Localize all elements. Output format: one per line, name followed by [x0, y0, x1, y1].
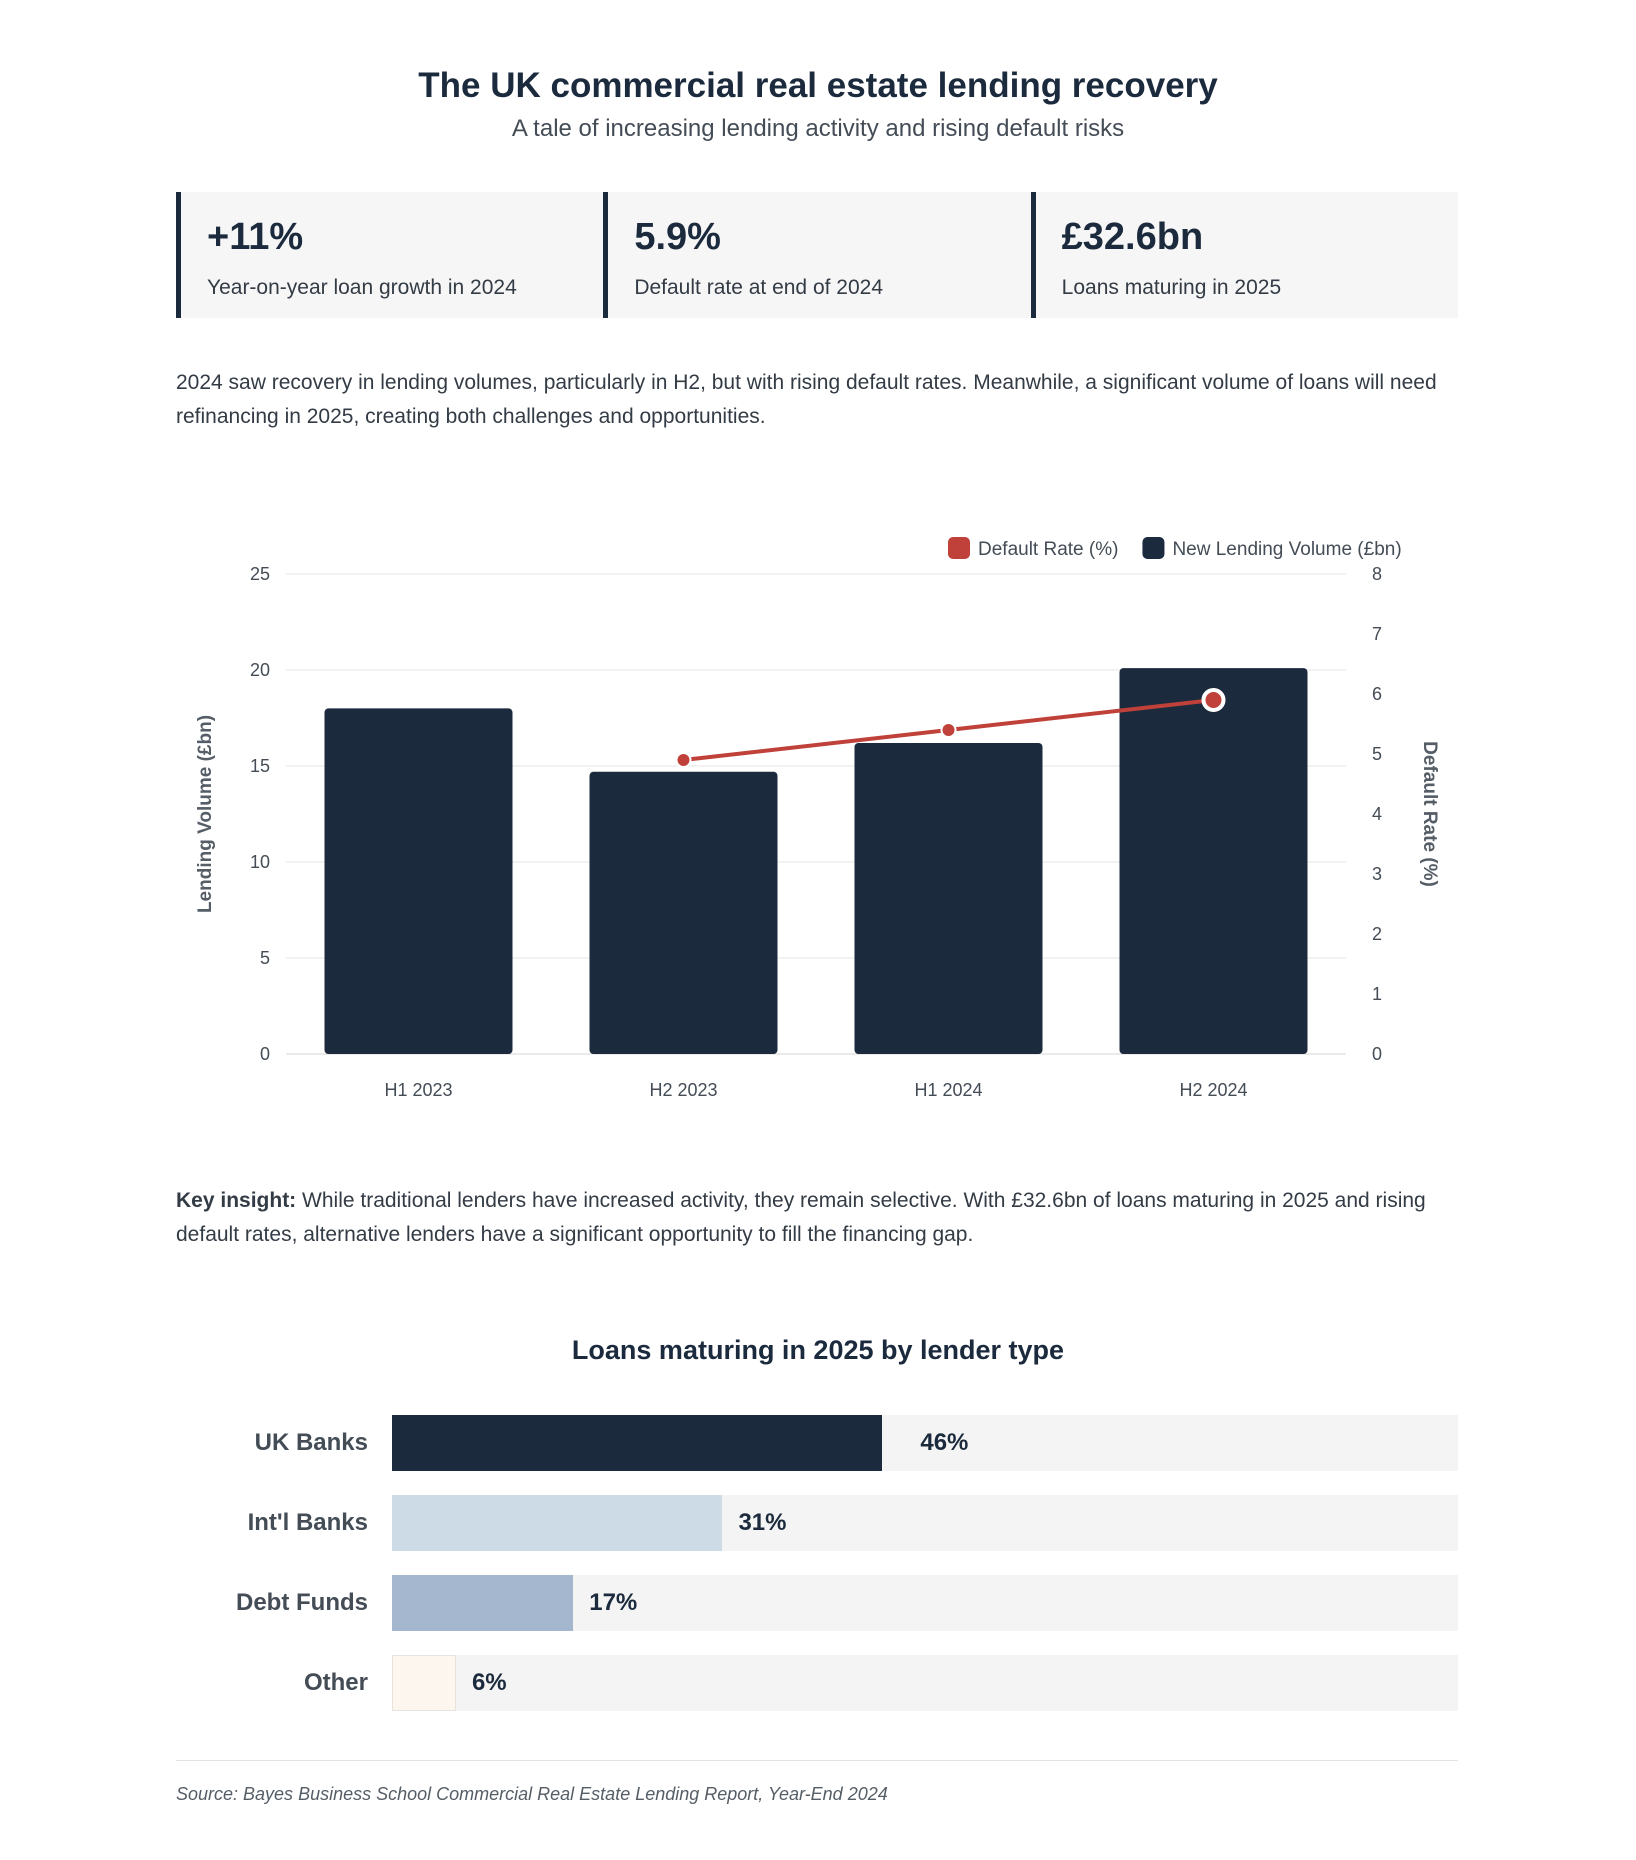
y2-axis-title: Default Rate (%) [1419, 741, 1440, 887]
insight-paragraph: Key insight: While traditional lenders h… [176, 1184, 1458, 1252]
y2-tick-label: 8 [1372, 564, 1382, 584]
lender-label: Other [303, 1669, 368, 1696]
y2-tick-label: 2 [1372, 924, 1382, 944]
lender-row-int-l-banks: Int'l Banks 31% [176, 1495, 1458, 1551]
lender-value-label: 46% [920, 1429, 969, 1456]
stat-value: +11% [207, 216, 304, 258]
stat-value: 5.9% [634, 216, 721, 258]
stat-cards: +11% Year-on-year loan growth in 2024 5.… [176, 192, 1458, 318]
lender-label: UK Banks [254, 1429, 368, 1456]
lender-value-label: 17% [589, 1589, 638, 1616]
insight-text: While traditional lenders have increased… [176, 1189, 1426, 1246]
lender-row-uk-banks: UK Banks 46% [176, 1415, 1458, 1471]
lender-bar-track: 31% [392, 1495, 1458, 1551]
lender-bar [392, 1415, 883, 1471]
footer-divider [176, 1760, 1458, 1761]
default-rate-point [940, 722, 957, 738]
stat-value: £32.6bn [1061, 216, 1204, 258]
stat-label: Year-on-year loan growth in 2024 [207, 276, 517, 299]
intro-paragraph: 2024 saw recovery in lending volumes, pa… [176, 371, 1437, 428]
lender-value-label: 31% [738, 1509, 787, 1536]
stat-card-loan-growth: +11% Year-on-year loan growth in 2024 [176, 192, 604, 318]
lender-label: Debt Funds [236, 1589, 368, 1616]
stat-label: Default rate at end of 2024 [634, 276, 884, 299]
insight-lead: Key insight: [176, 1189, 297, 1212]
y2-tick-label: 5 [1372, 744, 1382, 764]
default-rate-point [1201, 688, 1226, 712]
source-note: Source: Bayes Business School Commercial… [176, 1784, 888, 1804]
y2-tick-label: 7 [1372, 624, 1382, 644]
lender-row-debt-funds: Debt Funds 17% [176, 1575, 1458, 1631]
default-rate-point [675, 752, 692, 768]
lender-bar-track: 6% [392, 1655, 1458, 1711]
y-tick-label: 0 [260, 1044, 270, 1064]
x-tick-label: H2 2024 [1179, 1080, 1247, 1100]
lender-bar [392, 1495, 723, 1551]
y-tick-label: 5 [260, 948, 270, 968]
lending-combo-chart: 0 5 10 15 20 25 0 1 2 3 4 5 6 7 8 Lending Volume (£bn) D… [195, 537, 1440, 1100]
lender-bar [392, 1655, 456, 1711]
lending-bar-h1-2023 [324, 708, 513, 1054]
lending-bar-h1-2024 [854, 742, 1043, 1054]
legend-label: Default Rate (%) [978, 539, 1118, 560]
stat-label: Loans maturing in 2025 [1061, 276, 1282, 299]
y2-tick-label: 1 [1372, 984, 1382, 1004]
legend-label: New Lending Volume (£bn) [1172, 539, 1401, 560]
y-tick-label: 20 [250, 660, 270, 680]
lending-bar-h2-2024 [1119, 668, 1308, 1054]
page-subtitle: A tale of increasing lending activity an… [511, 115, 1125, 142]
y-axis-title: Lending Volume (£bn) [195, 715, 216, 913]
y2-tick-label: 4 [1372, 804, 1382, 824]
x-tick-label: H1 2023 [384, 1080, 452, 1100]
x-tick-label: H2 2023 [649, 1080, 717, 1100]
y2-tick-label: 6 [1372, 684, 1382, 704]
y-tick-label: 25 [250, 564, 270, 584]
y-tick-label: 10 [250, 852, 270, 872]
lender-bar-track: 17% [392, 1575, 1458, 1631]
lender-label: Int'l Banks [247, 1509, 368, 1536]
lending-bar-h2-2023 [589, 771, 778, 1054]
lender-value-label: 6% [471, 1669, 507, 1696]
stat-card-loans-maturing: £32.6bn Loans maturing in 2025 [1030, 192, 1458, 318]
maturity-chart-title: Loans maturing in 2025 by lender type [571, 1335, 1065, 1365]
y2-tick-label: 0 [1372, 1044, 1382, 1064]
lender-bar-track: 46% [392, 1415, 1458, 1471]
y-tick-label: 15 [250, 756, 270, 776]
stat-card-default-rate: 5.9% Default rate at end of 2024 [603, 192, 1031, 318]
page-title: The UK commercial real estate lending re… [418, 66, 1218, 105]
y2-tick-label: 3 [1372, 864, 1382, 884]
lender-row-other: Other 6% [176, 1655, 1458, 1711]
legend-swatch [1142, 537, 1165, 559]
legend-swatch [948, 537, 970, 559]
x-tick-label: H1 2024 [914, 1080, 982, 1100]
lender-bar [392, 1575, 574, 1631]
